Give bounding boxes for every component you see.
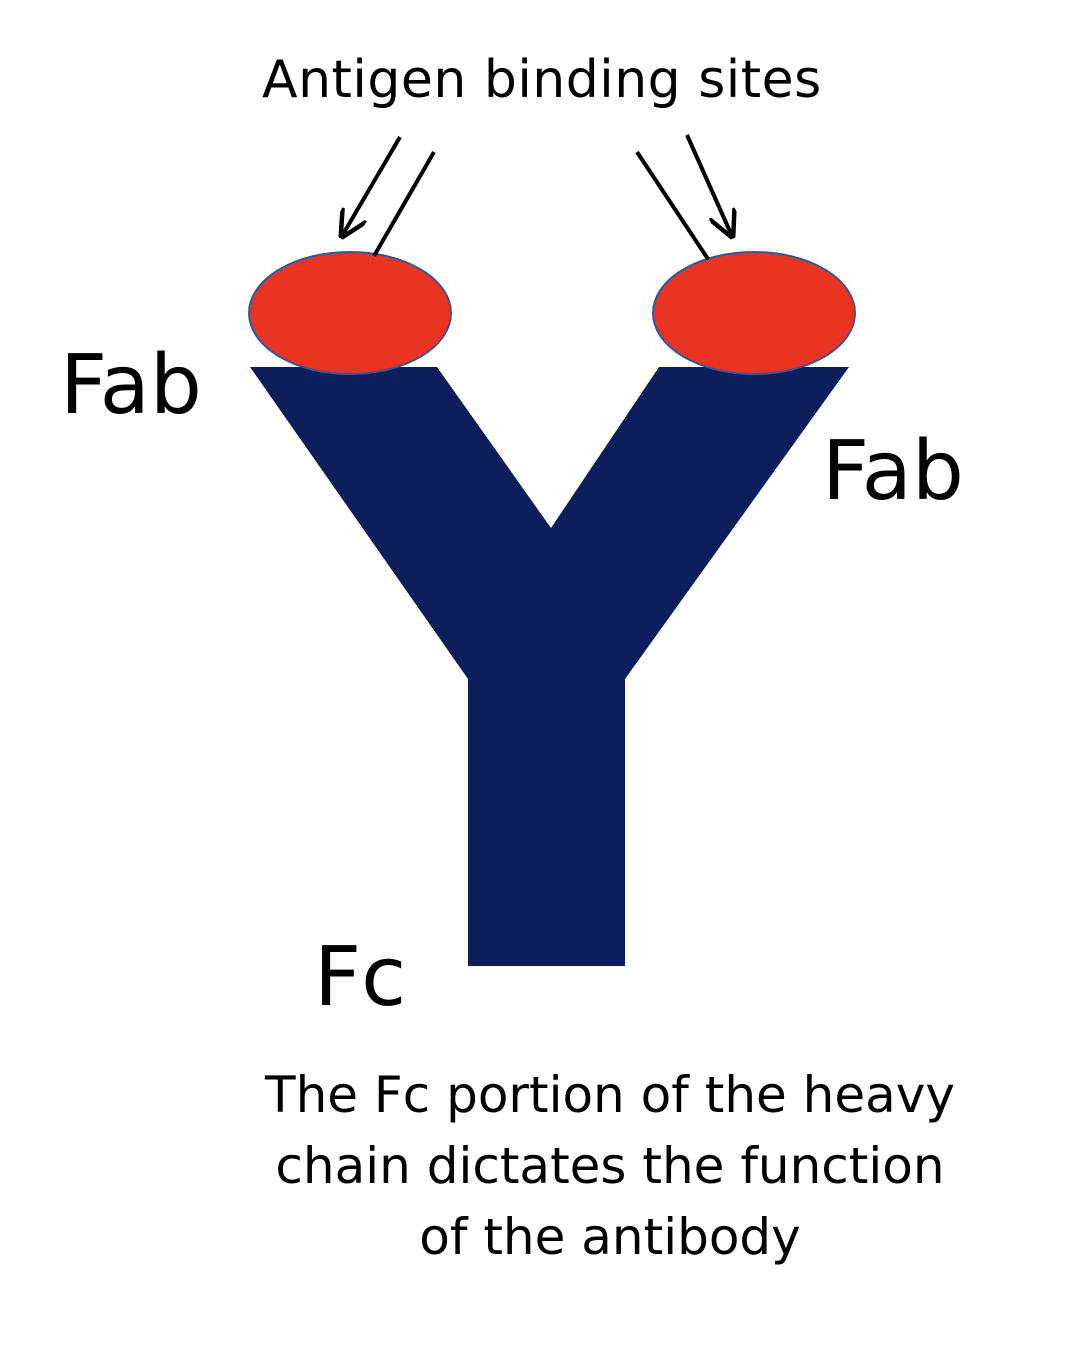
arrow-right-outer (685, 134, 732, 236)
caption-line-3: of the antibody (419, 1208, 801, 1266)
caption: The Fc portion of the heavy chain dictat… (200, 1060, 1020, 1273)
caption-line-1: The Fc portion of the heavy (265, 1066, 955, 1124)
caption-line-2: chain dictates the function (275, 1137, 945, 1195)
arrow-left-inner-line (372, 151, 436, 257)
fab-label-right: Fab (822, 424, 964, 519)
antigen-binding-site-left (248, 251, 452, 375)
antibody-y-shape (250, 367, 849, 966)
antigen-binding-sites-label: Antigen binding sites (262, 50, 822, 110)
arrow-left-outer (342, 135, 402, 236)
antigen-binding-site-right (652, 251, 856, 375)
arrow-right-inner-line (635, 150, 710, 261)
fc-label: Fc (314, 930, 407, 1025)
fab-label-left: Fab (60, 338, 202, 433)
